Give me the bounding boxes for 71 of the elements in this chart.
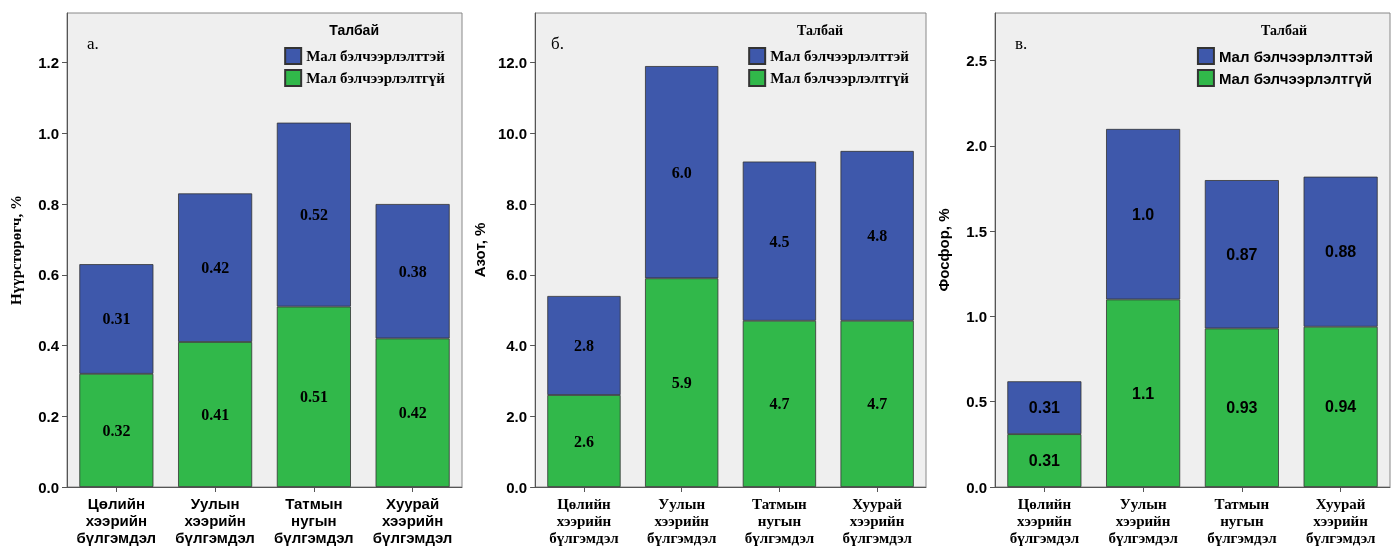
- data-label: 0.51: [299, 388, 328, 406]
- x-tick-label: Уулын хээрийн бүлгэмдэл: [175, 495, 255, 546]
- y-axis-title: Азот, %: [471, 222, 488, 278]
- x-tick-label: Хуурай хээрийн бүлгэмдэл: [842, 495, 913, 546]
- data-label: 0.93: [1226, 399, 1258, 417]
- x-tick-label: Цөлийн хээрийн бүлгэмдэл: [549, 495, 620, 546]
- data-label: 0.94: [1325, 398, 1357, 416]
- y-tick-label: 1.0: [38, 124, 59, 142]
- y-tick-label: 8.0: [506, 195, 528, 213]
- data-label: 4.7: [769, 395, 790, 413]
- y-tick-label: 6.0: [506, 266, 528, 284]
- y-axis-title: Нүүрсторөгч, %: [7, 195, 24, 305]
- x-tick-label: Цөлийн хээрийн бүлгэмдэл: [76, 495, 157, 546]
- y-tick-label: 0.0: [38, 478, 59, 496]
- data-label: 0.31: [1028, 452, 1061, 470]
- text: в.: [1015, 34, 1028, 53]
- data-label: 0.88: [1325, 243, 1357, 261]
- y-tick-label: 2.0: [506, 407, 528, 425]
- y-axis-title: Фосфор, %: [935, 208, 952, 292]
- x-tick-label: Татмын нугын бүлгэмдэл: [1207, 495, 1278, 546]
- data-label: 0.31: [1028, 399, 1061, 417]
- legend-label: Мал бэлчээрлэлтгүй: [770, 70, 910, 86]
- legend-label: Мал бэлчээрлэлтгүй: [306, 70, 446, 86]
- data-label: 0.87: [1226, 245, 1258, 263]
- data-label: 0.42: [398, 404, 427, 422]
- data-label: 0.32: [102, 421, 131, 439]
- x-tick-label: Хуурай хээрийн бүлгэмдэл: [1305, 495, 1376, 546]
- y-tick-label: 1.2: [38, 54, 59, 72]
- data-label: 2.8: [573, 337, 594, 355]
- data-label: 0.42: [201, 259, 230, 277]
- y-tick-label: 0.5: [966, 393, 987, 411]
- y-tick-label: 4.0: [506, 337, 528, 355]
- data-label: 5.9: [671, 374, 692, 392]
- x-tick-label: Татмын нугын бүлгэмдэл: [274, 495, 354, 546]
- data-label: 0.38: [398, 262, 427, 280]
- y-tick-label: 1.5: [966, 222, 987, 240]
- legend-label: Мал бэлчээрлэлтгүй: [1218, 69, 1372, 87]
- data-label: 0.52: [299, 206, 328, 224]
- y-tick-label: 12.0: [497, 54, 528, 72]
- y-tick-label: 2.5: [966, 52, 987, 70]
- data-label: 4.5: [769, 232, 790, 250]
- data-label: 1.1: [1132, 384, 1155, 402]
- data-label: 0.31: [102, 310, 131, 328]
- y-tick-label: 0.8: [38, 195, 59, 213]
- y-tick-label: 0.0: [506, 478, 528, 496]
- x-tick-label: Уулын хээрийн бүлгэмдэл: [1108, 495, 1179, 546]
- x-tick-label: Уулын хээрийн бүлгэмдэл: [646, 495, 717, 546]
- y-tick-label: 0.0: [966, 478, 987, 496]
- y-tick-label: 0.4: [38, 337, 60, 355]
- data-label: 2.6: [573, 432, 594, 450]
- legend-title: Талбай: [329, 22, 380, 38]
- text: а.: [87, 34, 99, 53]
- data-label: 4.7: [867, 395, 888, 413]
- y-tick-label: 1.0: [966, 308, 987, 325]
- legend-title: Талбай: [796, 22, 844, 38]
- y-tick-label: 10.0: [497, 124, 528, 142]
- legend-label: Мал бэлчээрлэлттэй: [770, 48, 910, 64]
- text: б.: [551, 34, 564, 53]
- y-tick-label: 0.2: [38, 407, 59, 425]
- data-label: 0.41: [201, 405, 230, 423]
- data-label: 4.8: [867, 227, 888, 245]
- x-tick-label: Татмын нугын бүлгэмдэл: [744, 495, 815, 546]
- x-tick-label: Цөлийн хээрийн бүлгэмдэл: [1009, 495, 1080, 546]
- data-label: 6.0: [671, 163, 692, 181]
- x-tick-label: Хуурай хээрийн бүлгэмдэл: [372, 495, 453, 546]
- y-tick-label: 0.6: [38, 266, 59, 284]
- legend-title: Талбай: [1260, 22, 1308, 38]
- data-label: 1.0: [1132, 205, 1155, 223]
- legend-label: Мал бэлчээрлэлттэй: [306, 48, 446, 64]
- legend-label: Мал бэлчээрлэлттэй: [1218, 47, 1374, 65]
- y-tick-label: 2.0: [966, 137, 987, 155]
